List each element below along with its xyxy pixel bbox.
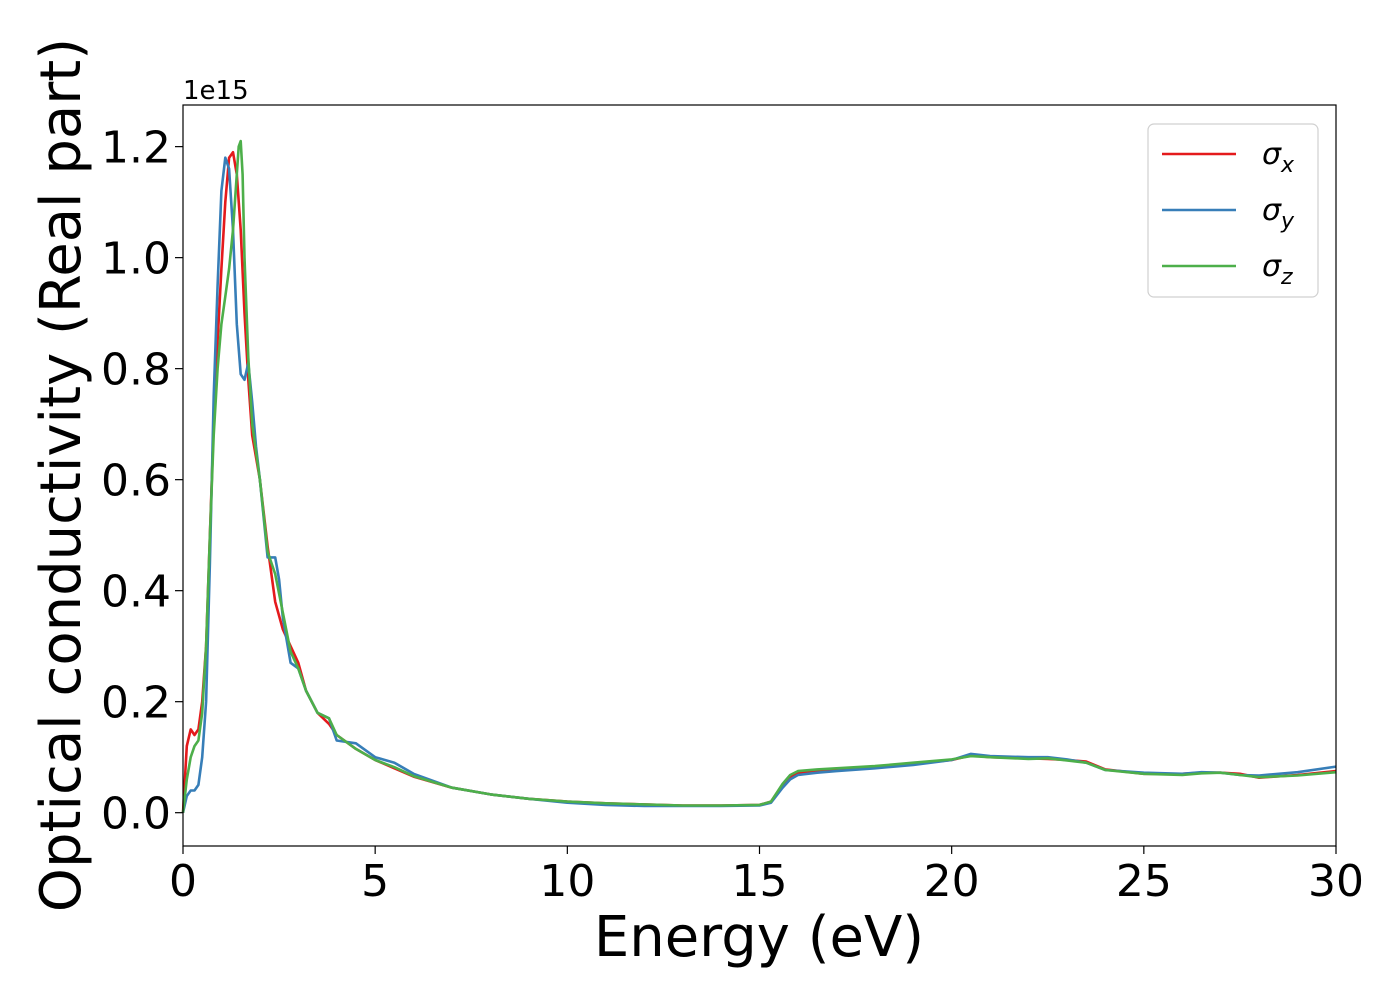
plot-lines — [181, 139, 1337, 813]
y-tick-label: 0.4 — [101, 567, 171, 618]
x-tick-label: 5 — [361, 856, 389, 907]
x-axis-ticks: 0 5 10 15 20 25 30 — [169, 846, 1364, 907]
legend-label-y: σy — [1262, 193, 1295, 234]
y-tick-label: 1.0 — [101, 234, 171, 285]
x-tick-label: 20 — [924, 856, 980, 907]
x-axis-label: Energy (eV) — [594, 905, 924, 970]
x-tick-label: 25 — [1116, 856, 1172, 907]
x-tick-label: 30 — [1308, 856, 1364, 907]
y-axis-ticks: 0.0 0.2 0.4 0.6 0.8 1.0 1.2 — [101, 123, 183, 840]
legend-label-z: σz — [1262, 249, 1293, 290]
legend: σx σy σz — [1147, 123, 1319, 298]
x-tick-label: 10 — [539, 856, 595, 907]
y-tick-label: 0.6 — [101, 456, 171, 507]
y-axis-label: Optical conductivity (Real part) — [29, 38, 94, 912]
y-offset-label: 1e15 — [183, 76, 249, 106]
y-tick-label: 0.8 — [101, 345, 171, 396]
series-line-z — [181, 139, 1337, 813]
x-tick-label: 15 — [732, 856, 788, 907]
y-tick-label: 1.2 — [101, 123, 171, 174]
y-tick-label: 0.2 — [101, 678, 171, 729]
x-tick-label: 0 — [169, 856, 197, 907]
legend-label-x: σx — [1262, 137, 1295, 178]
y-tick-label: 0.0 — [101, 789, 171, 840]
